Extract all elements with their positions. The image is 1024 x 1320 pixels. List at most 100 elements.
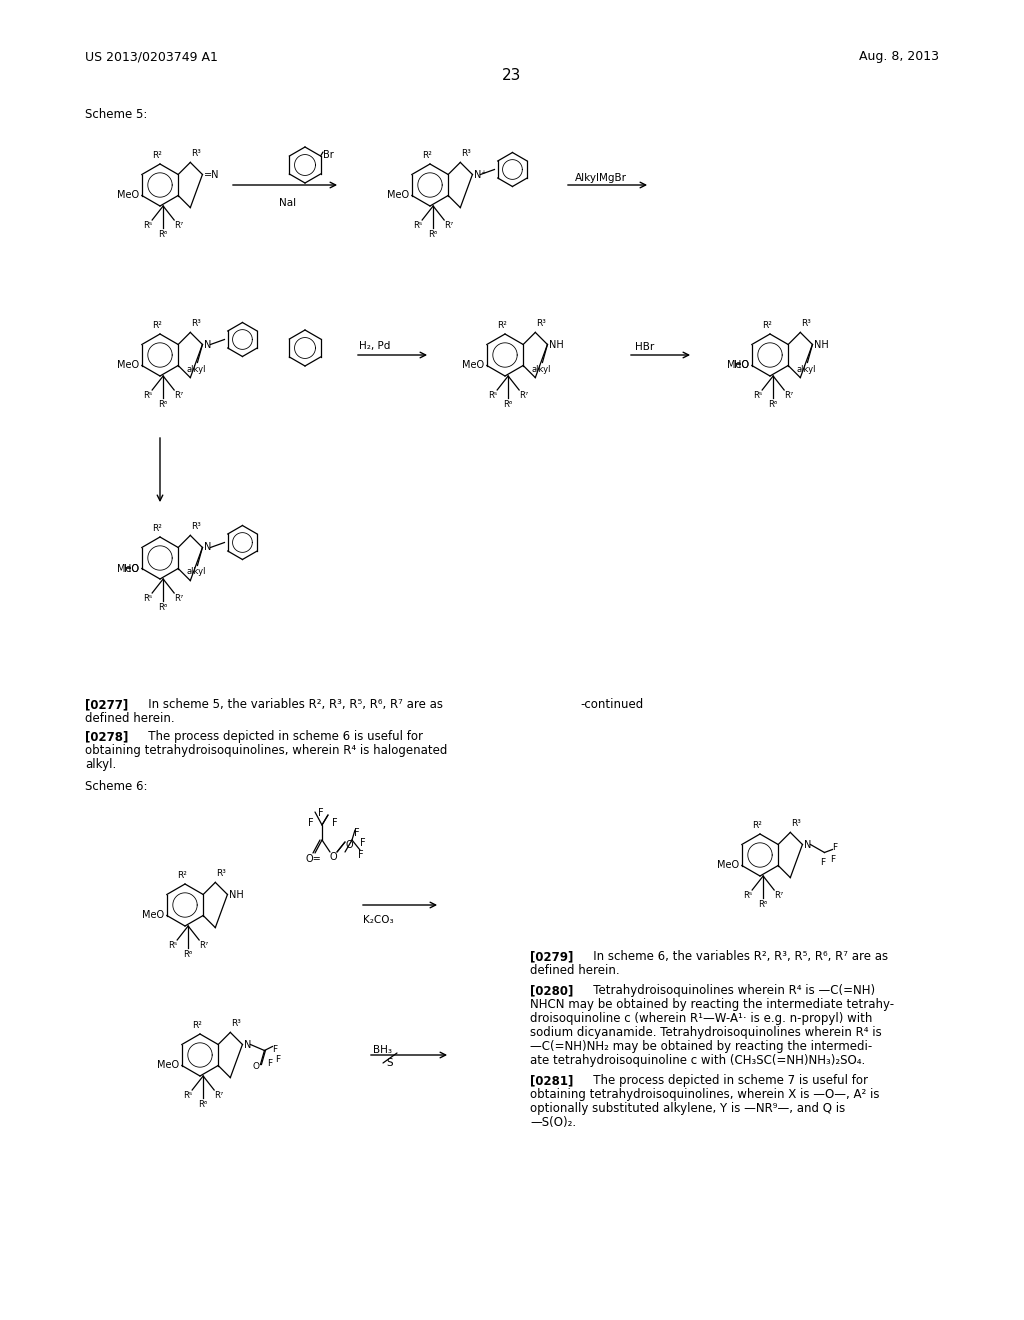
- Text: N: N: [245, 1040, 252, 1049]
- Text: R⁷: R⁷: [214, 1092, 223, 1100]
- Text: alkyl: alkyl: [186, 364, 206, 374]
- Text: —S(O)₂.: —S(O)₂.: [530, 1115, 577, 1129]
- Text: NH: NH: [229, 890, 244, 899]
- Text: R⁷: R⁷: [174, 220, 183, 230]
- Text: R⁶: R⁶: [183, 950, 193, 960]
- Text: R⁵: R⁵: [143, 391, 153, 400]
- Text: R³: R³: [231, 1019, 242, 1028]
- Text: H₂, Pd: H₂, Pd: [359, 341, 391, 351]
- Text: R⁵: R⁵: [753, 391, 762, 400]
- Text: F: F: [332, 818, 338, 828]
- Text: NaI: NaI: [280, 198, 297, 209]
- Text: R⁶: R⁶: [428, 230, 438, 239]
- Text: F: F: [272, 1044, 278, 1053]
- Text: R³: R³: [191, 319, 201, 329]
- Text: alkyl: alkyl: [797, 364, 816, 374]
- Text: In scheme 6, the variables R², R³, R⁵, R⁶, R⁷ are as: In scheme 6, the variables R², R³, R⁵, R…: [582, 950, 888, 964]
- Text: R⁶: R⁶: [159, 603, 168, 612]
- Text: R⁷: R⁷: [519, 391, 528, 400]
- Text: [0281]: [0281]: [530, 1074, 573, 1086]
- Text: R⁵: R⁵: [143, 594, 153, 603]
- Text: R⁶: R⁶: [159, 230, 168, 239]
- Text: [0277]: [0277]: [85, 698, 128, 711]
- Text: AlkylMgBr: AlkylMgBr: [575, 173, 627, 183]
- Text: alkyl.: alkyl.: [85, 758, 117, 771]
- Text: R⁵: R⁵: [168, 941, 177, 950]
- Text: Tetrahydroisoquinolines wherein R⁴ is —C(=NH): Tetrahydroisoquinolines wherein R⁴ is —C…: [582, 983, 876, 997]
- Text: O: O: [253, 1063, 259, 1071]
- Text: =N: =N: [205, 169, 220, 180]
- Text: R⁷: R⁷: [199, 941, 209, 950]
- Text: R⁷: R⁷: [174, 391, 183, 400]
- Text: F: F: [354, 828, 359, 838]
- Text: F: F: [275, 1055, 281, 1064]
- Text: The process depicted in scheme 7 is useful for: The process depicted in scheme 7 is usef…: [582, 1074, 868, 1086]
- Text: MeO: MeO: [141, 911, 164, 920]
- Text: optionally substituted alkylene, Y is —NR⁹—, and Q is: optionally substituted alkylene, Y is —N…: [530, 1102, 845, 1115]
- Text: R²: R²: [193, 1020, 202, 1030]
- Text: MeO: MeO: [117, 360, 139, 371]
- Text: US 2013/0203749 A1: US 2013/0203749 A1: [85, 50, 218, 63]
- Text: F: F: [820, 858, 825, 867]
- Text: obtaining tetrahydroisoquinolines, wherein R⁴ is halogenated: obtaining tetrahydroisoquinolines, where…: [85, 744, 447, 756]
- Text: [0280]: [0280]: [530, 983, 573, 997]
- Text: The process depicted in scheme 6 is useful for: The process depicted in scheme 6 is usef…: [137, 730, 423, 743]
- Text: F: F: [833, 843, 838, 851]
- Text: Aug. 8, 2013: Aug. 8, 2013: [859, 50, 939, 63]
- Text: R⁷: R⁷: [174, 594, 183, 603]
- Text: BH₃: BH₃: [374, 1045, 392, 1055]
- Text: HO: HO: [124, 564, 139, 573]
- Text: R⁷: R⁷: [774, 891, 783, 900]
- Text: R⁶: R⁶: [769, 400, 778, 409]
- Text: [0278]: [0278]: [85, 730, 128, 743]
- Text: R²: R²: [422, 150, 432, 160]
- Text: R²: R²: [497, 321, 507, 330]
- Text: R²: R²: [152, 524, 162, 533]
- Text: HBr: HBr: [635, 342, 654, 352]
- Text: -continued: -continued: [580, 698, 643, 711]
- Text: R⁵: R⁵: [183, 1092, 193, 1100]
- Text: HO: HO: [734, 360, 749, 371]
- Text: R²: R²: [762, 321, 772, 330]
- Text: obtaining tetrahydroisoquinolines, wherein X is —O—, A² is: obtaining tetrahydroisoquinolines, where…: [530, 1088, 880, 1101]
- Text: N⁺: N⁺: [474, 169, 487, 180]
- Text: F: F: [360, 838, 366, 847]
- Text: alkyl: alkyl: [186, 568, 206, 577]
- Text: R²: R²: [177, 871, 187, 880]
- Text: F: F: [358, 850, 364, 861]
- Text: MeO: MeO: [717, 861, 738, 870]
- Text: F: F: [830, 855, 836, 865]
- Text: MeO: MeO: [727, 360, 749, 371]
- Text: N: N: [805, 840, 812, 850]
- Text: R⁶: R⁶: [199, 1100, 208, 1109]
- Text: 23: 23: [503, 69, 521, 83]
- Text: Scheme 6:: Scheme 6:: [85, 780, 147, 793]
- Text: K₂CO₃: K₂CO₃: [362, 915, 393, 925]
- Text: Scheme 5:: Scheme 5:: [85, 108, 147, 121]
- Text: R³: R³: [462, 149, 471, 158]
- Text: MeO: MeO: [462, 360, 483, 371]
- Text: ate tetrahydroisoquinoline c with (CH₃SC(=NH)NH₃)₂SO₄.: ate tetrahydroisoquinoline c with (CH₃SC…: [530, 1053, 865, 1067]
- Text: R³: R³: [216, 870, 226, 878]
- Text: R³: R³: [191, 523, 201, 532]
- Text: R⁵: R⁵: [487, 391, 497, 400]
- Text: In scheme 5, the variables R², R³, R⁵, R⁶, R⁷ are as: In scheme 5, the variables R², R³, R⁵, R…: [137, 698, 443, 711]
- Text: sodium dicyanamide. Tetrahydroisoquinolines wherein R⁴ is: sodium dicyanamide. Tetrahydroisoquinoli…: [530, 1026, 882, 1039]
- Text: MeO: MeO: [117, 564, 139, 573]
- Text: R⁷: R⁷: [444, 220, 454, 230]
- Text: O: O: [330, 851, 338, 862]
- Text: R³: R³: [802, 319, 811, 329]
- Text: R⁷: R⁷: [784, 391, 794, 400]
- Text: R²: R²: [152, 321, 162, 330]
- Text: NH: NH: [814, 339, 829, 350]
- Text: defined herein.: defined herein.: [85, 711, 175, 725]
- Text: R²: R²: [152, 150, 162, 160]
- Text: S: S: [387, 1059, 393, 1068]
- Text: O=: O=: [305, 854, 321, 865]
- Text: N: N: [205, 543, 212, 553]
- Text: F: F: [318, 808, 324, 818]
- Text: R³: R³: [191, 149, 201, 158]
- Text: NH: NH: [550, 339, 564, 350]
- Text: R⁵: R⁵: [742, 891, 753, 900]
- Text: defined herein.: defined herein.: [530, 964, 620, 977]
